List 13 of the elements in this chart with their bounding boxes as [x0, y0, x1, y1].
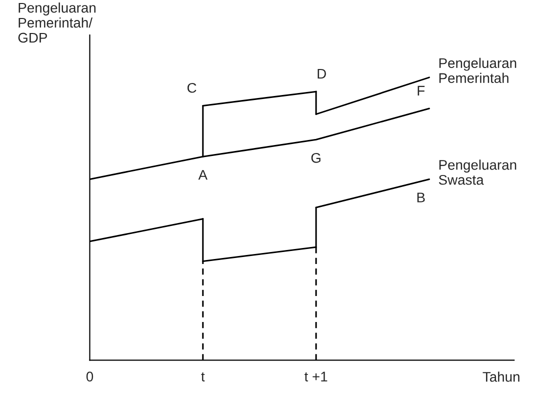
x-tick-label: 0	[86, 372, 94, 382]
series-label: Pengeluaran Pemerintah	[439, 58, 516, 83]
annotation: B	[417, 192, 425, 202]
annotation: A	[198, 170, 208, 180]
series-label: Pengeluaran Swasta	[438, 160, 516, 185]
annotation: F	[418, 86, 425, 96]
annotation: D	[318, 68, 326, 78]
x-axis-title: Tahun	[482, 372, 520, 382]
annotation: G	[311, 152, 320, 163]
x-tick-label: t +1	[304, 372, 328, 382]
annotation: C	[187, 82, 196, 93]
x-tick-label: t	[201, 372, 205, 382]
y-axis-title: Pengeluaran Pemerintah/ GDP	[18, 2, 96, 43]
